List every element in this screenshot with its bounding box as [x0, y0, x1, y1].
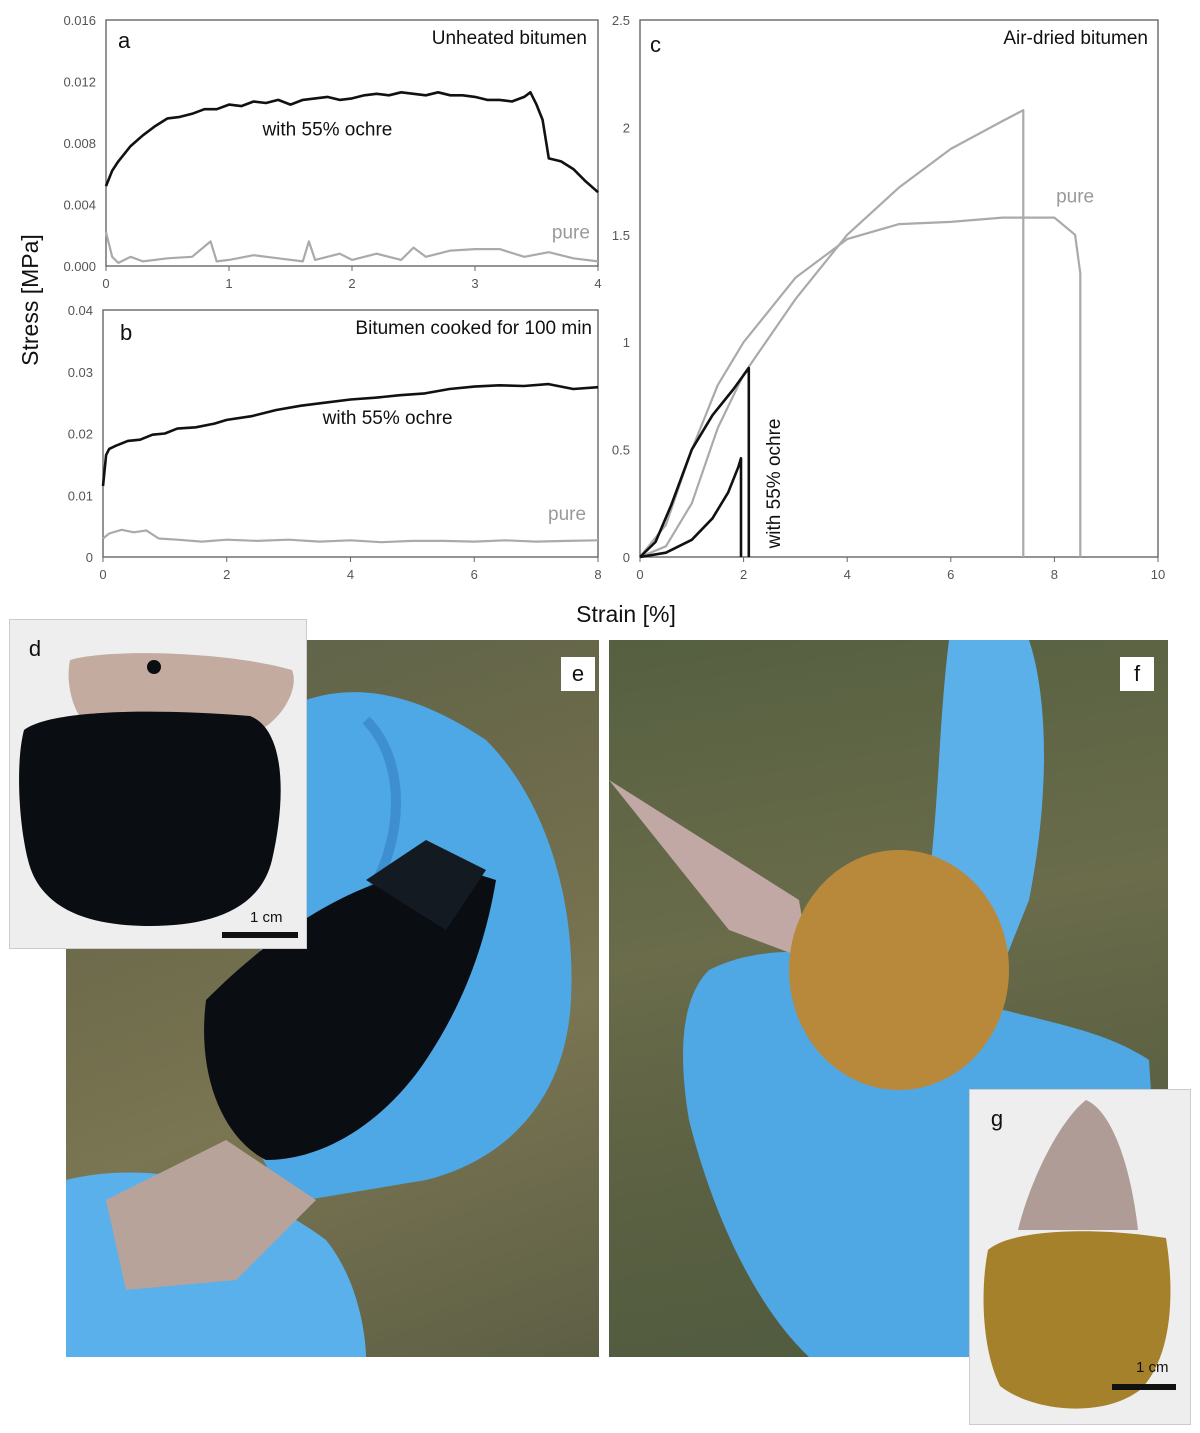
- panel-b-y-tick-label: 0.04: [68, 303, 93, 318]
- panel-c-title: Air-dried bitumen: [1003, 28, 1148, 49]
- panel-c-x-tick-label: 4: [844, 567, 851, 582]
- panel-c-y-tick-label: 1.5: [612, 228, 630, 243]
- panel-a-y-tick-label: 0.008: [63, 136, 96, 151]
- panel-a-annotation-1: pure: [552, 222, 590, 243]
- panel-b-ticks: 0 2 4 6 8 0 0.01 0.02 0.03 0.04: [68, 303, 602, 582]
- panel-a-x-tick-label: 4: [594, 276, 601, 291]
- scale-label-d: 1 cm: [250, 909, 283, 926]
- panel-c-frame: [639, 19, 1159, 558]
- y-axis-title: Stress [MPa]: [17, 234, 43, 366]
- panel-c-x-tick-label: 6: [947, 567, 954, 582]
- stone-flake-icon: [1018, 1100, 1138, 1230]
- panel-c-y-tick-label: 0.5: [612, 443, 630, 458]
- bitumen-coating-icon: [19, 711, 281, 926]
- panel-b-x-tick-label: 8: [594, 567, 601, 582]
- photo-d-bitumen-specimen: d 1 cm: [9, 619, 307, 949]
- ochre-coating-icon: [983, 1231, 1171, 1409]
- panel-b-title: Bitumen cooked for 100 min: [355, 318, 592, 339]
- panel-b-frame: [102, 309, 599, 558]
- stone-flake-icon: [106, 1140, 316, 1290]
- panel-a-y-tick-label: 0.016: [63, 13, 96, 28]
- photo-d-letter: d: [28, 636, 42, 661]
- panel-b-y-tick-label: 0: [86, 550, 93, 565]
- panel-b-y-tick-label: 0.03: [68, 365, 93, 380]
- panel-a-x-tick-label: 1: [225, 276, 232, 291]
- photo-g-ochre-specimen: g 1 cm: [969, 1089, 1191, 1425]
- panel-a-chart: 0 1 2 3 4 0.000 0.004 0.008 0.012 0.016 a Unheate…: [63, 13, 601, 291]
- panel-c-series: [639, 109, 1082, 559]
- panel-a-annotation-0: with 55% ochre: [261, 119, 392, 140]
- panel-c-series-line-0: [639, 109, 1025, 559]
- panel-c-annotations: pure with 55% ochre: [764, 187, 1094, 550]
- panel-a-series-line-0: [104, 91, 599, 194]
- panel-b-y-tick-label: 0.02: [68, 427, 93, 442]
- panel-b-x-tick-label: 4: [347, 567, 354, 582]
- panel-a-y-tick-label: 0.004: [63, 198, 96, 213]
- panel-c-y-tick-label: 1: [623, 335, 630, 350]
- panel-b-series: [101, 382, 599, 544]
- panel-c-series-line-1: [639, 216, 1082, 558]
- panel-a-x-tick-label: 3: [471, 276, 478, 291]
- panel-c-y-tick-label: 2: [623, 120, 630, 135]
- panel-a-ticks: 0 1 2 3 4 0.000 0.004 0.008 0.012 0.016: [63, 13, 601, 291]
- panel-c-y-tick-label: 0: [623, 550, 630, 565]
- photo-e-illustration: [66, 692, 572, 1357]
- panel-b-annotations: with 55% ochre pure: [322, 408, 586, 525]
- panel-b-annotation-0: with 55% ochre: [322, 408, 453, 429]
- panel-b-chart: 0 2 4 6 8 0 0.01 0.02 0.03 0.04 b Bitumen cooked …: [68, 303, 602, 582]
- stone-flake-icon: [68, 653, 294, 730]
- panel-c-letter: c: [650, 32, 661, 57]
- panel-a-series: [104, 91, 599, 264]
- bitumen-strand-icon: [366, 840, 486, 930]
- photo-g-letter: g: [990, 1106, 1004, 1131]
- panel-b-series-line-1: [102, 528, 599, 544]
- panel-b-annotation-1: pure: [548, 504, 586, 525]
- photo-d-illustration: [19, 653, 298, 938]
- panel-c-ticks: 0 2 4 6 8 10 0 0.5 1 1.5 2 2.5: [612, 13, 1165, 582]
- panel-b-x-tick-label: 2: [223, 567, 230, 582]
- panel-a-x-tick-label: 0: [102, 276, 109, 291]
- photo-g-illustration: [983, 1100, 1176, 1409]
- panel-c-y-tick-label: 2.5: [612, 13, 630, 28]
- panel-b-y-tick-label: 0.01: [68, 488, 93, 503]
- panel-c-x-tick-label: 10: [1151, 567, 1165, 582]
- x-axis-title: Strain [%]: [576, 601, 676, 627]
- panel-a-y-tick-label: 0.012: [63, 75, 96, 90]
- panel-c-annotation-1: with 55% ochre: [764, 419, 785, 550]
- panel-c-x-tick-label: 8: [1051, 567, 1058, 582]
- panel-c-x-tick-label: 2: [740, 567, 747, 582]
- panel-a-title: Unheated bitumen: [432, 28, 587, 49]
- scale-label-g: 1 cm: [1136, 1359, 1169, 1376]
- panel-c-annotation-0: pure: [1056, 187, 1094, 208]
- scale-bar-d: [222, 932, 298, 938]
- panel-b-series-line-0: [101, 382, 599, 487]
- stone-flake-icon: [609, 780, 809, 960]
- photo-e-letter: e: [561, 657, 595, 691]
- panel-b-letter: b: [120, 320, 132, 345]
- panel-a-x-tick-label: 2: [348, 276, 355, 291]
- panel-a-series-line-1: [104, 231, 599, 264]
- scale-bar-g: [1112, 1384, 1176, 1390]
- panel-a-y-tick-label: 0.000: [63, 259, 96, 274]
- panel-c-series-line-2: [639, 366, 751, 558]
- panel-a-annotations: with 55% ochre pure: [261, 119, 590, 243]
- panel-a-letter: a: [118, 28, 131, 53]
- photo-f-letter: f: [1120, 657, 1154, 691]
- panel-c-series-line-3: [639, 456, 743, 559]
- panel-b-x-tick-label: 6: [471, 567, 478, 582]
- bitumen-drop-icon: [147, 660, 161, 674]
- panel-b-x-tick-label: 0: [99, 567, 106, 582]
- ochre-lump-icon: [789, 850, 1009, 1090]
- charts-figure: Stress [MPa] Strain [%] 0 1 2 3 40.0000.0040…: [17, 13, 1165, 627]
- panel-c-x-tick-label: 0: [636, 567, 643, 582]
- panel-a-frame: [105, 19, 599, 267]
